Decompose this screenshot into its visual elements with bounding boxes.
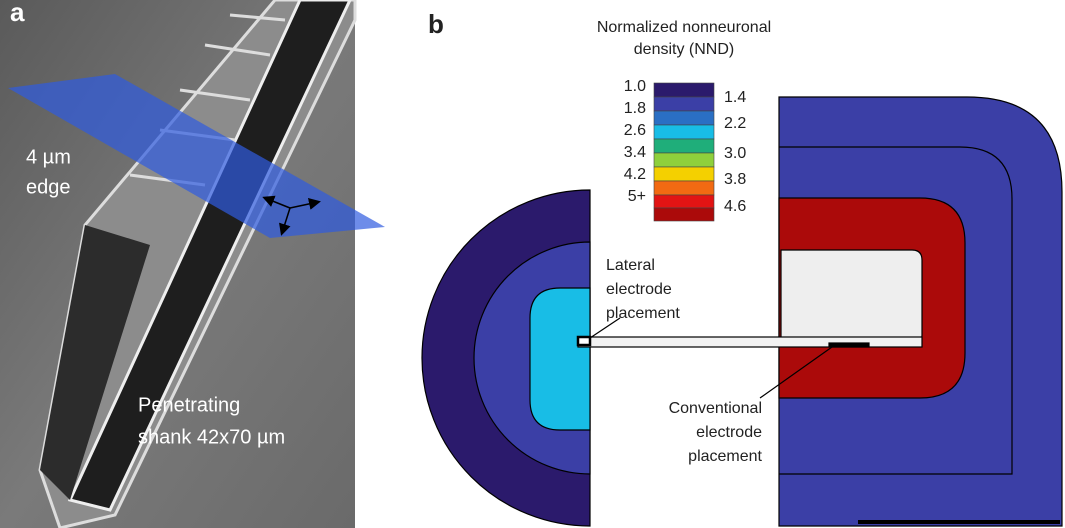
page: a 4 µm edge Penetrating shank 42x70 µm b [0,0,1065,528]
lateral-label: Lateral [606,257,655,274]
micrograph: a 4 µm edge Penetrating shank 42x70 µm [0,0,385,528]
edge-label: 4 µm [26,146,71,168]
legend-label: 3.8 [724,171,746,188]
panel-label: a [10,0,25,27]
legend [654,83,714,221]
legend-title: Normalized nonneuronal [597,19,771,36]
legend-label: 3.4 [624,144,646,161]
legend-label: 4.2 [624,166,646,183]
legend-label: 2.6 [624,122,646,139]
edge-label: edge [26,176,71,198]
conventional-label: Conventional [669,400,762,417]
legend-label: 1.0 [624,78,646,95]
shank-label: Penetrating [138,394,240,416]
legend-label: 3.0 [724,145,746,162]
lateral-label: placement [606,305,680,322]
legend-title: density (NND) [634,41,734,58]
shank-label: shank 42x70 µm [138,426,285,448]
conventional-label: electrode [696,424,762,441]
legend-label: 1.4 [724,89,746,106]
legend-label: 5+ [628,188,646,205]
figure: a 4 µm edge Penetrating shank 42x70 µm b [0,0,1065,528]
legend-label: 2.2 [724,115,746,132]
conventional-label: placement [688,448,762,465]
legend-label: 4.6 [724,198,746,215]
lateral-label: electrode [606,281,672,298]
legend-label: 1.8 [624,100,646,117]
panel-label: b [428,9,444,39]
